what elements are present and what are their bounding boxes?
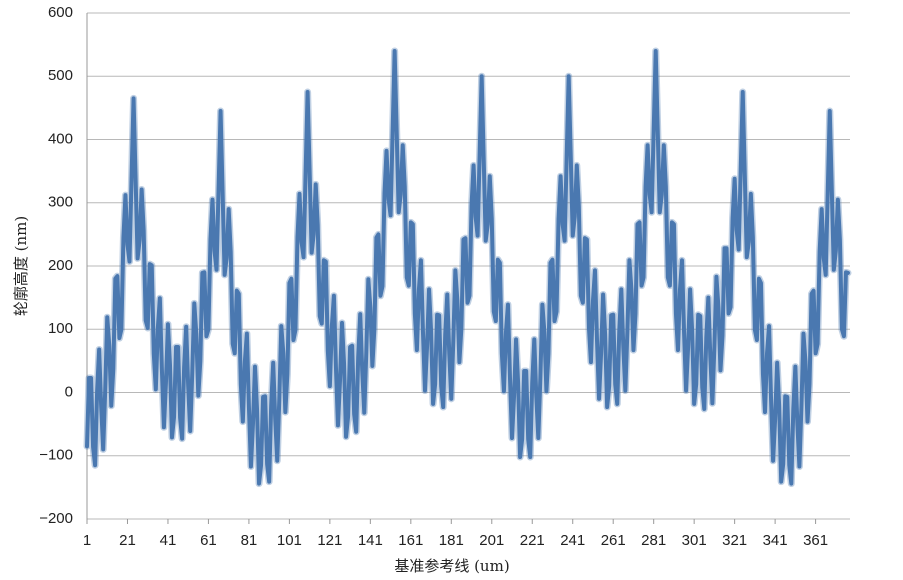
x-tick-label: 341 [763,532,788,549]
y-tick-label: 200 [48,257,73,274]
y-tick-label: 500 [48,67,73,84]
x-tick-label: 281 [641,532,666,549]
x-tick-label: 141 [358,532,383,549]
x-tick-label: 261 [601,532,626,549]
x-tick-label: 321 [722,532,747,549]
y-tick-label: 400 [48,130,73,147]
x-tick-label: 181 [439,532,464,549]
y-tick-label: −200 [39,510,73,527]
x-tick-label: 361 [803,532,828,549]
x-tick-label: 61 [200,532,217,549]
y-tick-label: 100 [48,320,73,337]
y-tick-label: 600 [48,4,73,21]
x-tick-label: 1 [83,532,91,549]
x-tick-label: 241 [560,532,585,549]
x-tick-label: 221 [520,532,545,549]
y-tick-label: 300 [48,194,73,211]
x-axis-title: 基准参考线 (um) [394,557,509,575]
y-axis-title: 轮廓高度 (nm) [12,216,30,316]
x-tick-label: 41 [160,532,177,549]
x-tick-label: 121 [317,532,342,549]
y-tick-label: 0 [65,383,73,400]
x-tick-label: 161 [398,532,423,549]
x-tick-label: 21 [119,532,136,549]
y-tick-label: −100 [39,447,73,464]
x-tick-label: 81 [241,532,258,549]
x-tick-label: 301 [682,532,707,549]
series-line [85,48,850,486]
x-tick-label: 101 [277,532,302,549]
x-tick-label: 201 [479,532,504,549]
